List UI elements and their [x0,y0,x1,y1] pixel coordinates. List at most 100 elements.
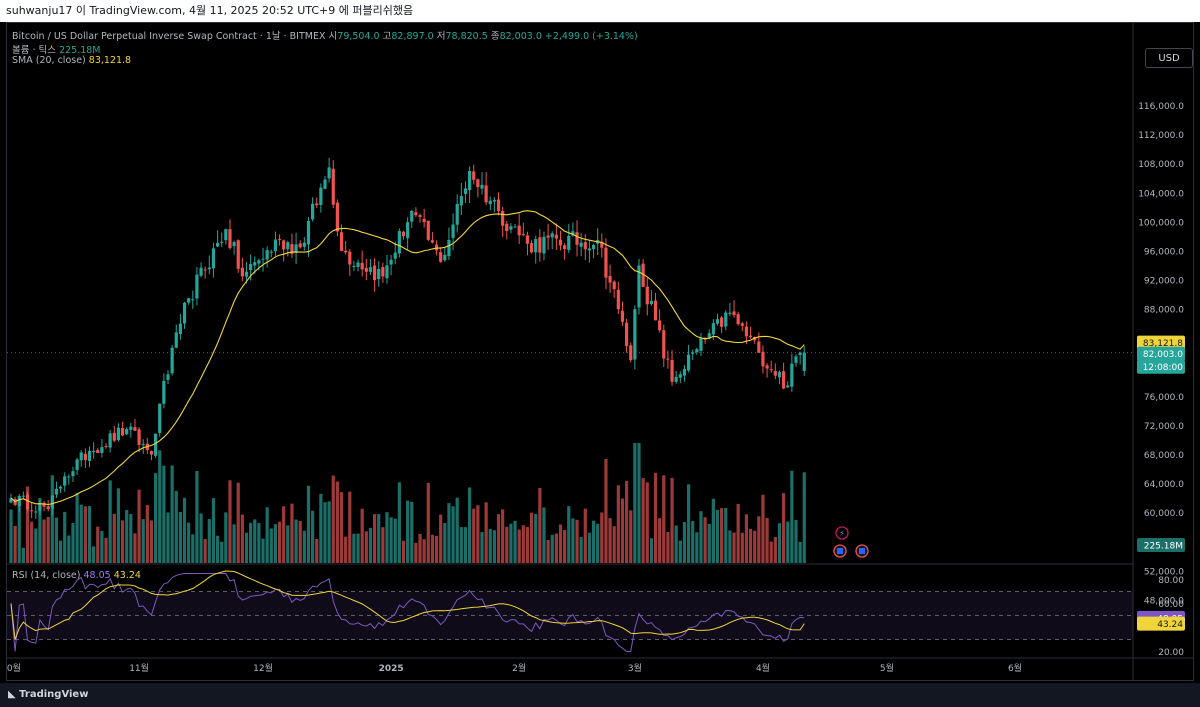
volume-bar [129,513,133,563]
sma-legend: SMA (20, close) 83,121.8 [12,55,131,66]
candle-body [83,453,87,461]
currency-button[interactable]: USD [1145,48,1193,68]
candle-body [468,170,472,190]
candle-body [728,312,732,314]
candle-body [463,188,468,195]
volume-bar [323,502,327,563]
volume-bar [782,493,786,563]
candle-body [178,323,182,334]
sma-price-tag: 83,121.8 [1143,339,1183,349]
candle-body [282,240,286,250]
volume-bar [538,487,542,563]
volume-bar [170,465,174,563]
volume-bar [720,508,724,563]
candle-body [211,248,216,269]
chart-frame[interactable]: 116,000.0 112,000.0 108,000.0 104,000.0 100,… [6,22,1194,681]
volume-bar [348,491,352,563]
volume-bar [187,522,191,563]
tradingview-logo[interactable]: ◣ TradingView [8,683,88,707]
candle-body [21,495,25,497]
volume-bar [34,528,38,563]
candle-body [434,244,439,251]
candle-body [154,433,158,456]
open-value: 79,504.0 [337,31,380,42]
rsi-legend: RSI (14, close) 48.05 43.24 [12,570,141,581]
volume-bar [633,443,637,563]
volume-bar [265,507,269,563]
candle-body [257,260,261,264]
volume-bar [377,514,381,563]
candle-body [125,429,129,435]
chart-canvas[interactable]: 116,000.0 112,000.0 108,000.0 104,000.0 100,… [7,23,1193,680]
volume-bar [149,520,154,563]
volume-bar [505,526,509,563]
candle-body [224,229,228,241]
candle-body [720,317,724,327]
candle-body [678,374,682,378]
time-tick-label: 10월 [7,662,21,674]
rsi-tick-label: 80.00 [1158,576,1184,586]
volume-bar [736,503,740,563]
volume-bar [732,532,736,563]
volume-bar [38,498,42,563]
rsi-ma-value: 43.24 [113,570,141,581]
candle-body [674,376,678,382]
volume-bar [707,523,711,563]
volume-bar [612,526,616,563]
volume-bar [25,486,30,563]
candle-body [691,352,695,354]
low-label: 저 [436,31,446,42]
candle-body [707,333,711,339]
candle-body [600,241,604,248]
volume-bar [286,525,290,563]
candle-body [339,232,344,251]
symbol-title: Bitcoin / US Dollar Perpetual Inverse Sw… [12,31,326,42]
footer-brand: TradingView [19,689,89,700]
candle-body [476,179,480,188]
candle-body [542,236,546,254]
candle-body [199,267,203,276]
candle-body [63,476,67,486]
candle-body [166,374,170,380]
volume-bar [290,503,294,563]
volume-bar [798,541,802,563]
time-tick-label: 2월 [512,662,526,674]
volume-bar [182,497,187,563]
candle-body [162,380,166,404]
candle-body [67,476,71,478]
candle-body [397,231,401,254]
candle-body [129,426,133,430]
price-tick-label: 92,000.0 [1144,277,1184,287]
candle-body [389,259,393,265]
volume-bar [773,537,777,563]
candle-body [236,240,240,269]
candle-body [645,286,649,305]
time-tick-label: 12월 [253,662,273,674]
price-tick-label: 116,000.0 [1138,102,1184,112]
candle-body [137,429,141,445]
candle-body [459,196,463,206]
volume-bar [790,470,794,563]
volume-bar [422,539,426,563]
volume-bar [166,512,170,563]
candle-body [786,385,790,388]
candle-body [79,452,83,461]
volume-bar [666,532,670,563]
candle-body [100,447,104,454]
candle-body [753,336,757,341]
volume-bar [591,520,596,563]
price-tick-label: 68,000.0 [1144,451,1184,461]
time-tick-label: 3월 [628,662,642,674]
candle-body [30,510,34,512]
volume-bar [653,472,658,563]
volume-bar [174,490,178,563]
candle-body [662,330,666,359]
volume-bar [616,485,620,563]
candle-body [92,450,96,453]
rsi-label: RSI (14, close) [12,570,81,581]
volume-bar [600,512,604,563]
volume-bars [9,443,806,563]
candle-body [133,427,137,431]
candle-body [567,235,571,250]
candle-body [9,498,13,503]
